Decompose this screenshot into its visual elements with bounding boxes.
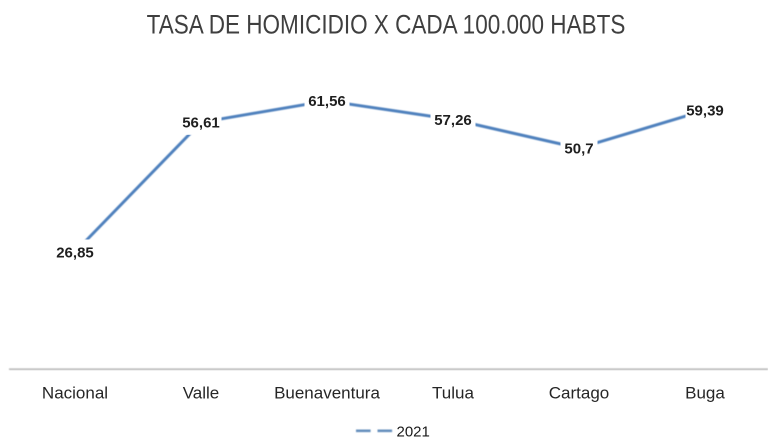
- svg-text:61,56: 61,56: [308, 93, 346, 110]
- svg-text:Buenaventura: Buenaventura: [274, 384, 380, 403]
- svg-text:Nacional: Nacional: [42, 384, 108, 403]
- svg-text:Cartago: Cartago: [549, 384, 609, 403]
- svg-text:56,61: 56,61: [182, 115, 220, 132]
- svg-text:57,26: 57,26: [434, 112, 472, 129]
- svg-text:50,7: 50,7: [564, 141, 593, 158]
- svg-text:Buga: Buga: [685, 384, 725, 403]
- svg-text:TASA DE HOMICIDIO X CADA 100.0: TASA DE HOMICIDIO X CADA 100.000 HABTS: [147, 11, 626, 40]
- svg-text:59,39: 59,39: [686, 103, 724, 120]
- svg-text:Valle: Valle: [183, 384, 220, 403]
- svg-text:Tulua: Tulua: [432, 384, 474, 403]
- svg-text:26,85: 26,85: [56, 244, 94, 261]
- svg-text:2021: 2021: [397, 424, 430, 441]
